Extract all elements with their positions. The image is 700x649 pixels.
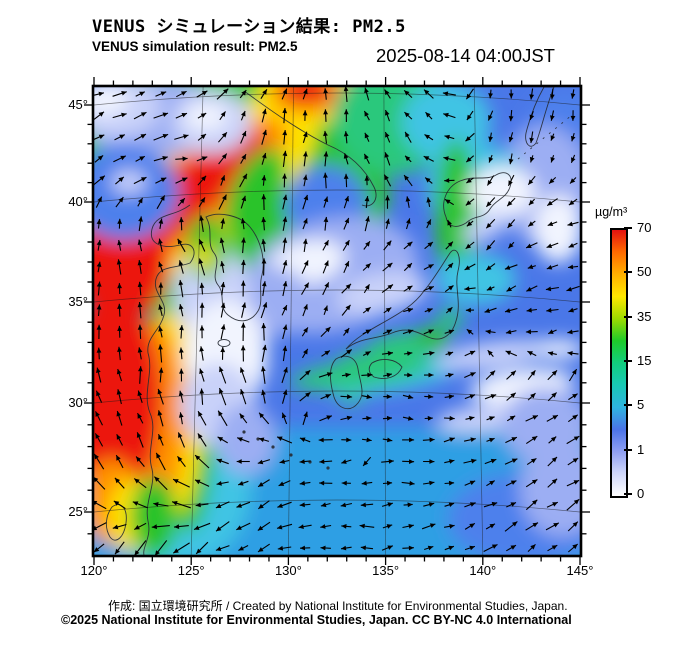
lat-label: 40°	[68, 194, 88, 209]
pm25-colorbar	[610, 228, 628, 498]
colorbar-tick	[624, 448, 632, 451]
lon-label: 135°	[372, 563, 400, 578]
wind-vector-arrows	[94, 87, 580, 555]
coastlines	[105, 87, 573, 555]
pm25-concentration-map	[84, 77, 590, 565]
lat-label: 35°	[68, 294, 88, 309]
page-title-japanese: VENUS シミュレーション結果: PM2.5	[92, 17, 406, 37]
map-axis-ticks	[84, 77, 590, 565]
graticule-lines	[94, 87, 580, 555]
license-line: ©2025 National Institute for Environment…	[61, 613, 572, 627]
colorbar-tick	[624, 404, 632, 407]
lon-label: 130°	[274, 563, 302, 578]
pm25-color-field	[94, 87, 580, 555]
colorbar-tick	[624, 271, 632, 274]
lon-label: 140°	[469, 563, 497, 578]
credit-line: 作成: 国立環境研究所 / Created by National Instit…	[108, 599, 568, 613]
lon-label: 120°	[80, 563, 108, 578]
colorbar-tick-label: 70	[637, 220, 652, 235]
lat-label: 45°	[68, 97, 88, 112]
lon-label: 145°	[566, 563, 594, 578]
colorbar-unit-label: µg/m³	[595, 205, 628, 219]
colorbar-tick	[624, 315, 632, 318]
colorbar-tick-label: 35	[637, 308, 652, 324]
colorbar-tick-label: 0	[637, 486, 645, 501]
colorbar-tick-label: 50	[637, 264, 652, 280]
map-frame	[91, 84, 583, 558]
forecast-timestamp: 2025-08-14 04:00JST	[376, 45, 555, 66]
colorbar-tick-label: 15	[637, 353, 652, 368]
lon-label: 125°	[177, 563, 205, 578]
colorbar-tick-label: 1	[637, 441, 645, 457]
colorbar-tick-label: 5	[637, 397, 645, 413]
colorbar-tick	[624, 493, 632, 495]
lat-label: 25°	[68, 504, 88, 519]
colorbar-tick	[624, 360, 632, 362]
lat-label: 30°	[68, 395, 88, 410]
colorbar-tick	[624, 227, 632, 229]
page-title-english: VENUS simulation result: PM2.5	[92, 39, 298, 54]
